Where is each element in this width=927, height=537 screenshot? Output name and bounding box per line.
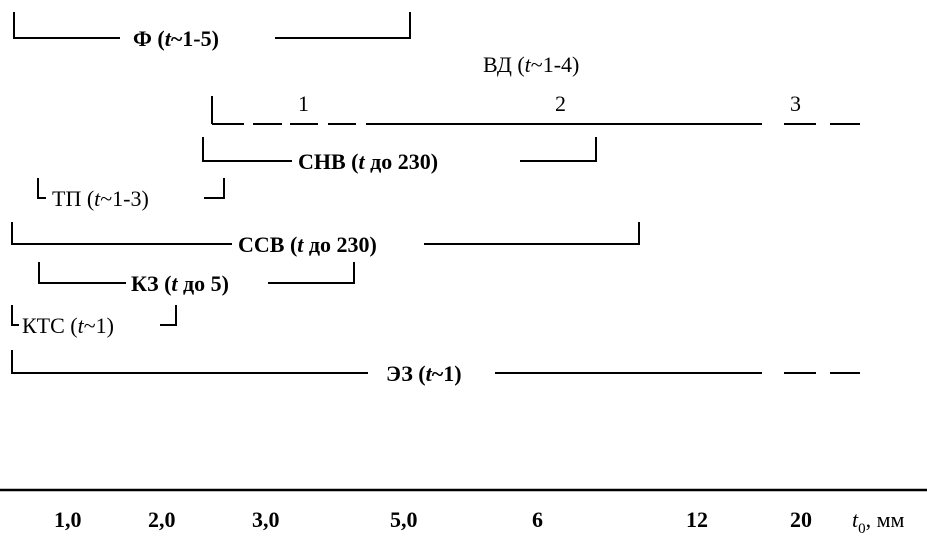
range-tp-bracket-right — [204, 178, 225, 199]
range-f-label: Ф (t~1-5) — [133, 26, 219, 51]
range-kts-bracket-right — [160, 305, 177, 326]
range-kz-bracket-right — [268, 262, 355, 284]
range-snv-bracket-left — [202, 137, 292, 162]
range-vd-segment-1: 1 — [298, 91, 309, 116]
range-kz: КЗ (t до 5) — [38, 262, 355, 296]
range-ssv: ССВ (t до 230) — [11, 222, 640, 257]
range-kts-label: КТС (t~1) — [22, 313, 114, 338]
axis-tick-4: 5,0 — [390, 507, 418, 532]
range-snv-label: СНВ (t до 230) — [298, 149, 438, 174]
range-kz-bracket-left — [38, 262, 126, 284]
range-snv: СНВ (t до 230) — [202, 137, 597, 174]
range-tp: ТП (t~1-3) — [37, 178, 225, 211]
axis-tick-1: 1,0 — [54, 507, 82, 532]
axis-tick-7: 20 — [790, 507, 812, 532]
range-ez-label: ЭЗ (t~1) — [386, 361, 462, 386]
range-tp-bracket-left — [37, 178, 46, 199]
range-kts: КТС (t~1) — [11, 305, 177, 338]
axis: 1,0 2,0 3,0 5,0 6 12 20 t0, мм — [0, 488, 927, 537]
range-ssv-bracket-left — [11, 222, 232, 245]
range-kz-label: КЗ (t до 5) — [131, 271, 229, 296]
range-ez-bracket-left — [11, 350, 368, 374]
range-tp-label: ТП (t~1-3) — [52, 186, 149, 211]
axis-tick-2: 2,0 — [148, 507, 176, 532]
axis-tick-5: 6 — [532, 507, 543, 532]
range-vd-segment-2: 2 — [555, 91, 566, 116]
range-ssv-label: ССВ (t до 230) — [238, 232, 377, 257]
range-ssv-bracket-right — [424, 222, 640, 245]
range-ez: ЭЗ (t~1) — [11, 350, 860, 386]
range-f-bracket-right — [275, 12, 411, 39]
range-snv-bracket-right — [520, 137, 597, 162]
axis-tick-6: 12 — [686, 507, 708, 532]
range-f-bracket — [13, 12, 120, 39]
range-f: Ф (t~1-5) — [13, 12, 411, 51]
range-vd: 1 2 3 — [211, 91, 860, 125]
range-vd-segment-3: 3 — [790, 91, 801, 116]
axis-unit: t0, мм — [852, 507, 905, 537]
range-vd-label: ВД (t~1-4) — [483, 52, 579, 77]
axis-tick-3: 3,0 — [252, 507, 280, 532]
range-kts-bracket-left — [11, 305, 19, 326]
